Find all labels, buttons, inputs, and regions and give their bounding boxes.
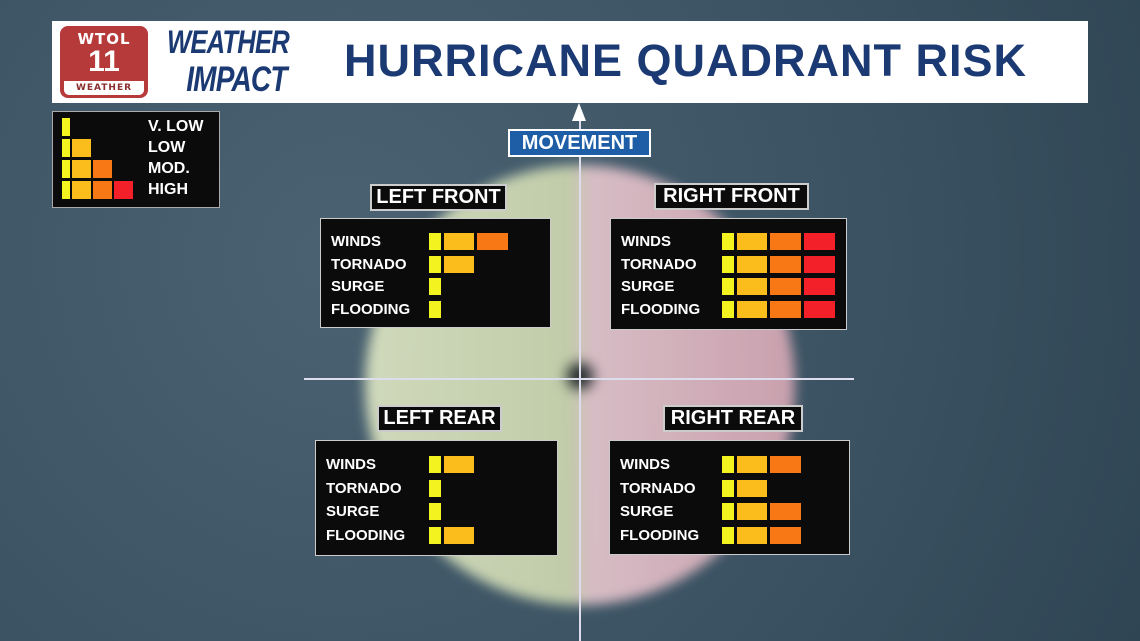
risk-bar	[770, 301, 801, 319]
right-rear-title: RIGHT REAR	[663, 405, 803, 432]
risk-bar	[770, 503, 801, 520]
legend-label: HIGH	[148, 181, 188, 198]
row-label: SURGE	[326, 503, 380, 520]
risk-bar	[770, 456, 801, 473]
risk-bar	[722, 255, 734, 273]
risk-bar	[444, 526, 474, 544]
risk-bar	[770, 255, 801, 273]
row-label: SURGE	[331, 278, 385, 296]
legend-bar	[72, 181, 91, 199]
row-label: TORNADO	[331, 255, 407, 273]
row-label: FLOODING	[621, 301, 701, 319]
risk-bar	[770, 278, 801, 296]
risk-bar	[444, 255, 474, 273]
header-banner: WTOL 11 WEATHER WEATHER IMPACT HURRICANE…	[52, 21, 1088, 103]
row-label: TORNADO	[326, 479, 402, 497]
risk-bar	[722, 278, 734, 296]
risk-bar	[429, 255, 441, 273]
risk-bar	[737, 255, 767, 273]
logo-weather: WEATHER	[64, 81, 144, 95]
left-front-title: LEFT FRONT	[370, 184, 507, 211]
risk-bar	[804, 301, 835, 319]
row-label: FLOODING	[326, 526, 406, 544]
row-label: WINDS	[331, 233, 381, 250]
risk-bar	[804, 233, 835, 250]
risk-bar	[722, 301, 734, 319]
legend-bar	[93, 181, 112, 199]
risk-bar	[477, 233, 508, 250]
weather-impact-logo: WEATHER IMPACT	[167, 24, 335, 99]
risk-bar	[722, 503, 734, 520]
vertical-axis-line	[579, 112, 581, 641]
left-rear-panel: WINDS TORNADO SURGE FLOODING	[315, 440, 558, 556]
risk-bar	[737, 278, 767, 296]
risk-bar	[429, 526, 441, 544]
legend-bar	[72, 139, 91, 157]
row-label: TORNADO	[621, 255, 697, 273]
risk-bar	[737, 233, 767, 250]
risk-bar	[804, 255, 835, 273]
row-label: TORNADO	[620, 479, 696, 497]
risk-bar	[722, 233, 734, 250]
row-label: WINDS	[326, 456, 376, 473]
logo-station: WTOL	[77, 30, 131, 48]
risk-bar	[737, 526, 767, 544]
risk-bar	[737, 301, 767, 319]
row-label: FLOODING	[620, 526, 700, 544]
risk-bar	[429, 278, 441, 296]
risk-bar	[737, 456, 767, 473]
legend-label: V. LOW	[148, 118, 204, 135]
risk-bar	[770, 526, 801, 544]
risk-bar	[444, 456, 474, 473]
risk-bar	[429, 233, 441, 250]
legend-bar	[114, 181, 133, 199]
risk-bar	[722, 526, 734, 544]
wtol-logo: WTOL 11 WEATHER	[60, 26, 148, 98]
legend-bar	[62, 160, 70, 178]
legend-bar	[62, 181, 70, 199]
movement-arrow-icon	[572, 103, 586, 121]
right-front-title: RIGHT FRONT	[654, 183, 809, 210]
legend-label: LOW	[148, 139, 186, 156]
brand-line2: IMPACT	[186, 60, 287, 99]
legend-bar	[72, 160, 91, 178]
legend-bar	[62, 139, 70, 157]
right-rear-panel: WINDS TORNADO SURGE FLOODING	[609, 440, 850, 555]
risk-bar	[429, 503, 441, 520]
row-label: SURGE	[620, 503, 674, 520]
risk-legend: V. LOW LOW MOD. HIGH	[52, 111, 220, 208]
risk-bar	[804, 278, 835, 296]
risk-bar	[429, 479, 441, 497]
legend-label: MOD.	[148, 160, 190, 177]
brand-line1: WEATHER	[167, 24, 290, 60]
row-label: FLOODING	[331, 301, 411, 319]
risk-bar	[770, 233, 801, 250]
risk-bar	[737, 479, 767, 497]
horizontal-axis-line	[304, 378, 854, 380]
left-front-panel: WINDS TORNADO SURGE FLOODING	[320, 218, 551, 328]
row-label: WINDS	[621, 233, 671, 250]
risk-bar	[429, 456, 441, 473]
legend-bar	[93, 160, 112, 178]
risk-bar	[444, 233, 474, 250]
risk-bar	[722, 456, 734, 473]
movement-label: MOVEMENT	[508, 129, 651, 157]
legend-bar	[62, 118, 70, 136]
page-title: HURRICANE QUADRANT RISK	[344, 35, 1027, 86]
right-front-panel: WINDS TORNADO SURGE FLOODING	[610, 218, 847, 330]
risk-bar	[429, 301, 441, 319]
left-rear-title: LEFT REAR	[377, 405, 502, 432]
risk-bar	[722, 479, 734, 497]
row-label: WINDS	[620, 456, 670, 473]
risk-bar	[737, 503, 767, 520]
row-label: SURGE	[621, 278, 675, 296]
logo-number: 11	[88, 45, 120, 78]
